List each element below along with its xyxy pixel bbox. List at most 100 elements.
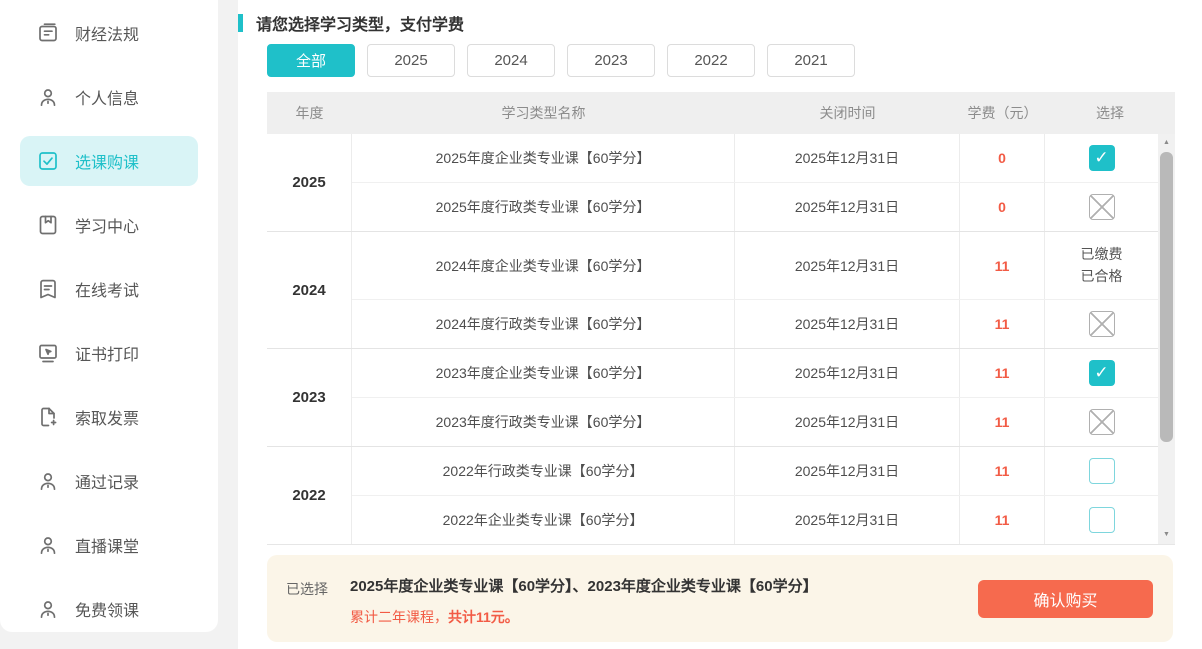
col-header-fee: 学费（元） (967, 105, 1038, 121)
ledger-icon (36, 21, 60, 45)
sidebar-item-学习中心[interactable]: 学习中心 (20, 200, 198, 250)
sidebar-item-label: 学习中心 (75, 219, 140, 236)
sidebar-item-在线考试[interactable]: 在线考试 (20, 264, 198, 314)
year-group-2022: 2022 2022年行政类专业课【60学分】 2025年12月31日 11 2022年企… (267, 447, 1158, 544)
select-cell: 已缴费 已合格 (1045, 232, 1158, 299)
year-group-2023: 20232023年度企业类专业课【60学分】2025年12月31日112023年… (267, 349, 1158, 447)
fee-value: 11 (960, 300, 1045, 348)
close-date: 2025年12月31日 (735, 134, 960, 182)
checkbox-check-icon (36, 149, 60, 173)
sidebar-item-直播课堂[interactable]: 直播课堂 (20, 520, 198, 570)
close-date: 2025年12月31日 (735, 232, 960, 299)
year-group-2025: 20252025年度企业类专业课【60学分】2025年12月31日02025年度… (267, 134, 1158, 232)
main-content: 请您选择学习类型，支付学费 全部 2025 2024 2023 2022 2021 年度 … (238, 0, 1202, 649)
course-checkbox-checked-icon[interactable] (1088, 145, 1115, 171)
table-scrollbar[interactable]: ▲ ▼ (1158, 134, 1175, 544)
filter-tab-2022[interactable]: 2022 (667, 44, 755, 77)
sidebar-item-免费领课[interactable]: 免费领课 (20, 584, 198, 634)
table-row: 2024年度企业类专业课【60学分】 2025年12月31日 11 已缴费 已合格 (352, 232, 1158, 300)
scrollbar-thumb[interactable] (1160, 152, 1173, 442)
course-checkbox-empty[interactable] (1088, 507, 1115, 533)
sidebar-item-label: 财经法规 (75, 27, 140, 44)
year-cell: 2022 (267, 447, 352, 544)
course-checkbox-disabled-icon[interactable] (1088, 409, 1115, 435)
total-prefix: 累计二年课程， (350, 609, 448, 625)
page-title: 请您选择学习类型，支付学费 (256, 17, 465, 34)
sidebar-item-个人信息[interactable]: 个人信息 (20, 72, 198, 122)
select-cell (1045, 300, 1158, 348)
filter-tab-全部[interactable]: 全部 (267, 44, 355, 77)
course-name: 2025年度行政类专业课【60学分】 (352, 183, 735, 231)
course-name: 2022年行政类专业课【60学分】 (352, 447, 735, 495)
person-icon (36, 597, 60, 621)
col-header-select: 选择 (1096, 105, 1124, 121)
course-checkbox-disabled-icon[interactable] (1088, 194, 1115, 220)
book-bookmark-icon (36, 213, 60, 237)
close-date: 2025年12月31日 (735, 300, 960, 348)
filter-tab-2025[interactable]: 2025 (367, 44, 455, 77)
table-row: 2025年度行政类专业课【60学分】 2025年12月31日 0 (352, 183, 1158, 231)
scroll-up-arrow[interactable]: ▲ (1163, 139, 1170, 146)
scroll-down-arrow[interactable]: ▼ (1163, 531, 1170, 538)
page-header: 请您选择学习类型，支付学费 (238, 0, 1202, 35)
sidebar-item-label: 选课购课 (75, 155, 140, 172)
person-icon (36, 469, 60, 493)
course-checkbox-disabled-icon[interactable] (1088, 311, 1115, 337)
filter-tab-2024[interactable]: 2024 (467, 44, 555, 77)
sidebar-item-通过记录[interactable]: 通过记录 (20, 456, 198, 506)
sidebar-item-选课购课[interactable]: 选课购课 (20, 136, 198, 186)
table-row: 2025年度企业类专业课【60学分】 2025年12月31日 0 (352, 134, 1158, 183)
select-cell (1045, 349, 1158, 397)
fee-value: 11 (960, 496, 1045, 544)
close-date: 2025年12月31日 (735, 496, 960, 544)
select-cell (1045, 134, 1158, 182)
sidebar-item-索取发票[interactable]: 索取发票 (20, 392, 198, 442)
title-accent-bar (238, 14, 243, 32)
selected-label: 已选择 (286, 581, 328, 597)
table-body: 20252025年度企业类专业课【60学分】2025年12月31日02025年度… (267, 134, 1175, 545)
year-filter-tabs: 全部 2025 2024 2023 2022 2021 (267, 44, 1202, 77)
fee-value: 11 (960, 232, 1045, 299)
course-name: 2024年度企业类专业课【60学分】 (352, 232, 735, 299)
fee-value: 11 (960, 349, 1045, 397)
total-amount: 共计11元。 (448, 609, 519, 625)
select-cell (1045, 496, 1158, 544)
course-name: 2025年度企业类专业课【60学分】 (352, 134, 735, 182)
course-checkbox-empty[interactable] (1088, 458, 1115, 484)
table-row: 2023年度行政类专业课【60学分】 2025年12月31日 11 (352, 398, 1158, 446)
year-cell: 2024 (267, 232, 352, 348)
total-price-text: 累计二年课程，共计11元。 (350, 607, 519, 627)
person-icon (36, 85, 60, 109)
close-date: 2025年12月31日 (735, 447, 960, 495)
col-header-close-time: 关闭时间 (819, 105, 876, 121)
year-cell: 2025 (267, 134, 352, 231)
year-group-2024: 2024 2024年度企业类专业课【60学分】 2025年12月31日 11 已缴费 已合… (267, 232, 1158, 349)
sidebar-item-证书打印[interactable]: 证书打印 (20, 328, 198, 378)
sidebar-item-label: 在线考试 (75, 283, 140, 300)
table-row: 2022年行政类专业课【60学分】 2025年12月31日 11 (352, 447, 1158, 496)
fee-value: 11 (960, 447, 1045, 495)
year-cell: 2023 (267, 349, 352, 446)
course-name: 2023年度行政类专业课【60学分】 (352, 398, 735, 446)
table-row: 2024年度行政类专业课【60学分】 2025年12月31日 11 (352, 300, 1158, 348)
course-name: 2024年度行政类专业课【60学分】 (352, 300, 735, 348)
filter-tab-2021[interactable]: 2021 (767, 44, 855, 77)
sidebar-item-label: 索取发票 (75, 411, 140, 428)
exam-doc-icon (36, 277, 60, 301)
sidebar-item-label: 个人信息 (75, 91, 140, 108)
filter-tab-2023[interactable]: 2023 (567, 44, 655, 77)
select-cell (1045, 183, 1158, 231)
course-checkbox-checked-icon[interactable] (1088, 360, 1115, 386)
sidebar-item-财经法规[interactable]: 财经法规 (20, 8, 198, 58)
select-cell (1045, 447, 1158, 495)
paid-status-text: 已缴费 已合格 (1080, 245, 1123, 284)
select-cell (1045, 398, 1158, 446)
close-date: 2025年12月31日 (735, 398, 960, 446)
sidebar-item-label: 证书打印 (75, 347, 140, 364)
sidebar: 财经法规 个人信息 选课购课 学习中心 在线考试 证书打印 索取发票 通过记录 … (0, 0, 218, 632)
confirm-purchase-button[interactable]: 确认购买 (978, 580, 1153, 618)
fee-value: 0 (960, 134, 1045, 182)
fee-value: 11 (960, 398, 1045, 446)
close-date: 2025年12月31日 (735, 349, 960, 397)
sidebar-item-label: 免费领课 (75, 603, 140, 620)
